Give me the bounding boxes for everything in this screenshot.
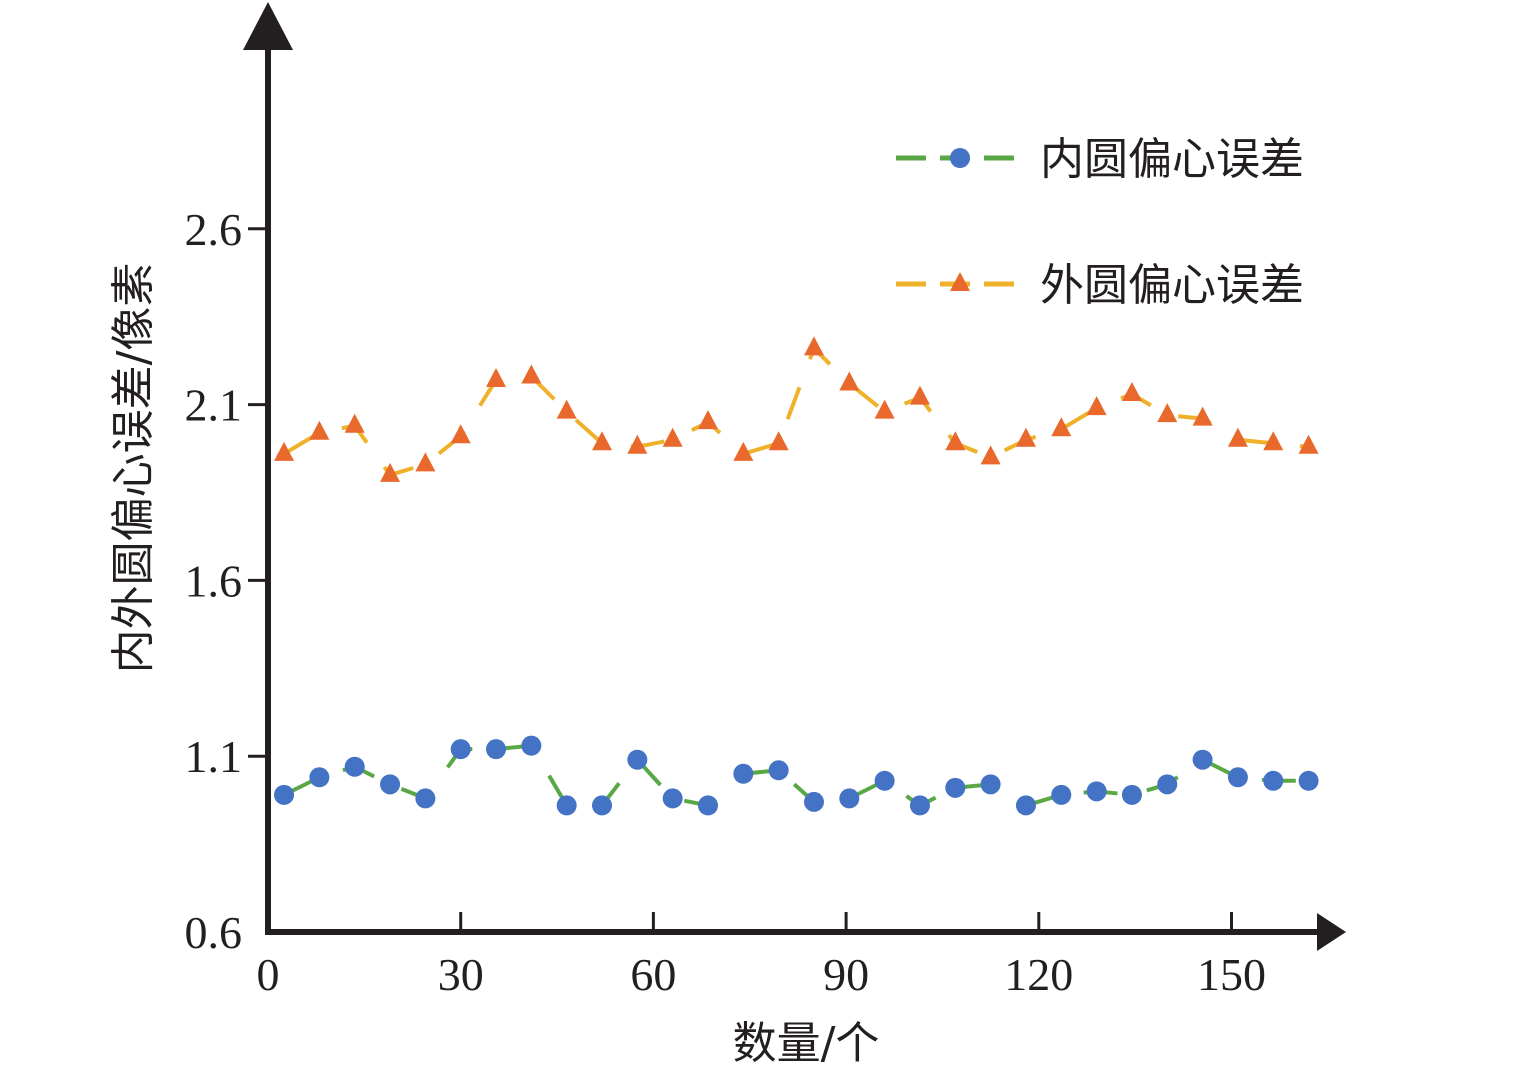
data-point xyxy=(768,431,789,451)
data-point xyxy=(1015,795,1036,816)
series-line xyxy=(283,743,1309,808)
y-tick-label: 0.6 xyxy=(185,907,243,958)
legend-inner-marker xyxy=(950,148,970,168)
data-point xyxy=(415,788,436,809)
data-point xyxy=(450,739,471,760)
y-axis-arrow xyxy=(243,2,293,50)
data-point xyxy=(1298,434,1319,454)
data-point xyxy=(839,788,860,809)
data-point xyxy=(803,791,824,812)
data-point xyxy=(1192,406,1213,426)
data-point xyxy=(486,739,507,760)
data-point xyxy=(1157,403,1178,423)
data-point xyxy=(874,770,895,791)
data-point xyxy=(1192,749,1213,770)
data-point xyxy=(909,385,930,405)
series-line xyxy=(283,346,1309,477)
data-point xyxy=(1263,431,1284,451)
data-point xyxy=(1086,781,1107,802)
x-axis-arrow xyxy=(1317,913,1346,951)
y-tick-label: 2.6 xyxy=(185,204,243,255)
data-point xyxy=(662,788,683,809)
data-point xyxy=(1051,784,1072,805)
data-point xyxy=(662,427,683,447)
data-point xyxy=(415,452,436,472)
tick-labels: 0 30 60 90 120 150 0.6 1.1 1.6 2.1 2.6 xyxy=(185,204,1266,1000)
data-point xyxy=(980,774,1001,795)
data-point xyxy=(945,777,966,798)
data-point xyxy=(733,441,754,461)
data-point xyxy=(380,774,401,795)
data-point xyxy=(344,756,365,777)
data-point xyxy=(1015,427,1036,447)
x-tick-label: 90 xyxy=(823,949,869,1000)
y-tick-label: 1.6 xyxy=(185,555,243,606)
data-point xyxy=(309,420,330,440)
x-axis-title: 数量/个 xyxy=(733,1018,880,1069)
x-tick-label: 150 xyxy=(1197,949,1266,1000)
data-point xyxy=(1051,417,1072,437)
data-point xyxy=(1086,396,1107,416)
data-point xyxy=(627,749,648,770)
data-point xyxy=(556,399,577,419)
data-point xyxy=(1121,382,1142,402)
data-point xyxy=(450,424,471,444)
legend-outer-marker xyxy=(950,272,970,291)
series-inner-circle-error xyxy=(274,735,1319,816)
data-point xyxy=(803,336,824,356)
data-point xyxy=(486,367,507,387)
data-point xyxy=(309,767,330,788)
data-point xyxy=(980,445,1001,465)
data-point xyxy=(839,371,860,391)
legend-inner-label: 内圆偏心误差 xyxy=(1040,134,1304,185)
y-tick-label: 1.1 xyxy=(185,731,243,782)
x-tick-label: 0 xyxy=(257,949,280,1000)
legend: 内圆偏心误差 外圆偏心误差 xyxy=(896,134,1304,311)
x-tick-label: 60 xyxy=(630,949,676,1000)
series-outer-circle-error xyxy=(274,336,1319,482)
series-layer xyxy=(274,336,1319,816)
data-point xyxy=(1121,784,1142,805)
data-point xyxy=(556,795,577,816)
data-point xyxy=(733,763,754,784)
data-point xyxy=(697,795,718,816)
data-point xyxy=(592,795,613,816)
x-tick-label: 30 xyxy=(438,949,484,1000)
data-point xyxy=(521,735,542,756)
data-point xyxy=(1263,770,1284,791)
tick-marks xyxy=(248,227,1233,932)
data-point xyxy=(274,784,295,805)
data-point xyxy=(592,431,613,451)
data-point xyxy=(521,364,542,384)
data-point xyxy=(1157,774,1178,795)
data-point xyxy=(768,760,789,781)
data-point xyxy=(344,413,365,433)
data-point xyxy=(1298,770,1319,791)
data-point xyxy=(909,795,930,816)
data-point xyxy=(627,434,648,454)
legend-item-inner: 内圆偏心误差 xyxy=(896,134,1304,185)
data-point xyxy=(945,431,966,451)
data-point xyxy=(380,462,401,482)
x-tick-label: 120 xyxy=(1004,949,1073,1000)
y-tick-label: 2.1 xyxy=(185,380,243,431)
legend-item-outer: 外圆偏心误差 xyxy=(896,260,1304,311)
data-point xyxy=(1227,767,1248,788)
y-axis-title: 内外圆偏心误差/像素 xyxy=(108,263,159,674)
data-point xyxy=(274,441,295,461)
data-point xyxy=(1227,427,1248,447)
data-point xyxy=(697,410,718,430)
legend-outer-label: 外圆偏心误差 xyxy=(1040,260,1304,311)
data-point xyxy=(874,399,895,419)
